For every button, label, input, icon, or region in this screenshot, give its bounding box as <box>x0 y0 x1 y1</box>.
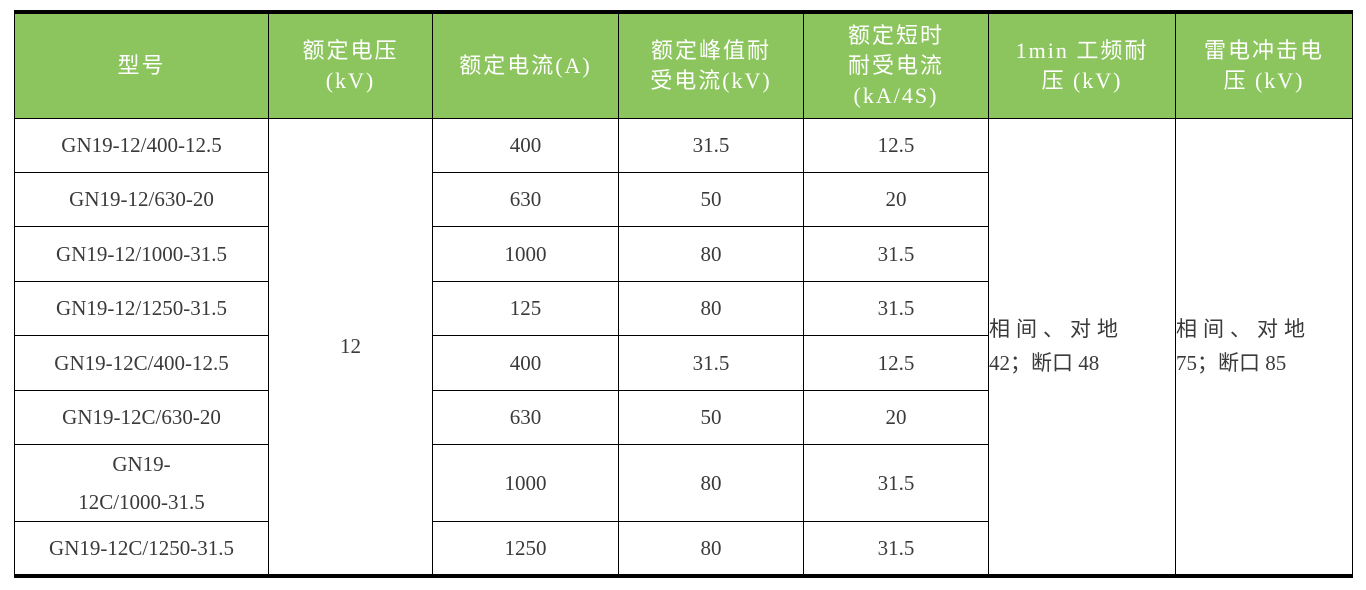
table-row: GN19-12/630-20 630 50 20 <box>14 171 1353 227</box>
col-header-model: 型号 <box>14 11 269 119</box>
power-frequency-line2: 42；断口 48 <box>989 351 1100 376</box>
peak-current-cell: 80 <box>618 225 804 282</box>
peak-current-cell: 31.5 <box>618 334 804 391</box>
col-header-rated-voltage: 额定电压 (kV) <box>268 11 433 119</box>
model-cell: GN19-12C/630-20 <box>14 389 269 445</box>
rated-current-cell: 400 <box>432 117 619 173</box>
lightning-impulse-cell: 相间、对地 75；断口 85 <box>1175 117 1353 577</box>
peak-current-cell: 80 <box>618 280 804 336</box>
short-time-current-cell: 12.5 <box>803 334 989 391</box>
peak-current-cell: 31.5 <box>618 117 804 173</box>
rated-voltage-cell: 12 <box>268 117 433 577</box>
peak-current-cell: 50 <box>618 171 804 227</box>
rated-current-cell: 1250 <box>432 520 619 577</box>
table-row: GN19-12/400-12.5 12 400 31.5 12.5 相间、对地 … <box>14 117 1353 577</box>
rated-current-cell: 630 <box>432 389 619 445</box>
table-row: GN19- 12C/1000-31.5 1000 80 31.5 <box>14 443 1353 522</box>
table-row: GN19-12/1250-31.5 125 80 31.5 <box>14 280 1353 336</box>
model-cell: GN19-12C/400-12.5 <box>14 334 269 391</box>
short-time-current-cell: 31.5 <box>803 520 989 577</box>
table-row: GN19-12C/1250-31.5 1250 80 31.5 <box>14 520 1353 577</box>
short-time-current-cell: 31.5 <box>803 280 989 336</box>
model-cell: GN19-12/1250-31.5 <box>14 280 269 336</box>
lightning-impulse-line1: 相间、对地 <box>1176 317 1311 342</box>
rated-current-cell: 1000 <box>432 443 619 522</box>
rated-current-cell: 1000 <box>432 225 619 282</box>
rated-current-cell: 125 <box>432 280 619 336</box>
short-time-current-cell: 20 <box>803 171 989 227</box>
table-row: GN19-12/1000-31.5 1000 80 31.5 <box>14 225 1353 282</box>
rated-current-cell: 630 <box>432 171 619 227</box>
col-header-short-time-current: 额定短时 耐受电流 (kA/4S) <box>803 11 989 119</box>
power-frequency-cell: 相间、对地 42；断口 48 <box>988 117 1176 577</box>
rated-current-cell: 400 <box>432 334 619 391</box>
model-cell: GN19-12/400-12.5 <box>14 117 269 173</box>
col-header-peak-withstand-current: 额定峰值耐 受电流(kV) <box>618 11 804 119</box>
model-cell: GN19-12/630-20 <box>14 171 269 227</box>
short-time-current-cell: 20 <box>803 389 989 445</box>
col-header-lightning-impulse-voltage: 雷电冲击电 压 (kV) <box>1175 11 1353 119</box>
peak-current-cell: 80 <box>618 443 804 522</box>
peak-current-cell: 80 <box>618 520 804 577</box>
header-row: 型号 额定电压 (kV) 额定电流(A) 额定峰值耐 受电流(kV) 额定短时 … <box>14 11 1353 119</box>
col-header-power-frequency-voltage: 1min 工频耐 压 (kV) <box>988 11 1176 119</box>
power-frequency-line1: 相间、对地 <box>989 317 1124 342</box>
model-cell: GN19-12/1000-31.5 <box>14 225 269 282</box>
spec-table: 型号 额定电压 (kV) 额定电流(A) 额定峰值耐 受电流(kV) 额定短时 … <box>14 10 1353 578</box>
peak-current-cell: 50 <box>618 389 804 445</box>
col-header-rated-current: 额定电流(A) <box>432 11 619 119</box>
model-cell: GN19-12C/1250-31.5 <box>14 520 269 577</box>
short-time-current-cell: 31.5 <box>803 443 989 522</box>
model-cell: GN19- 12C/1000-31.5 <box>14 443 269 522</box>
lightning-impulse-line2: 75；断口 85 <box>1176 351 1287 376</box>
short-time-current-cell: 12.5 <box>803 117 989 173</box>
short-time-current-cell: 31.5 <box>803 225 989 282</box>
table-row: GN19-12C/630-20 630 50 20 <box>14 389 1353 445</box>
